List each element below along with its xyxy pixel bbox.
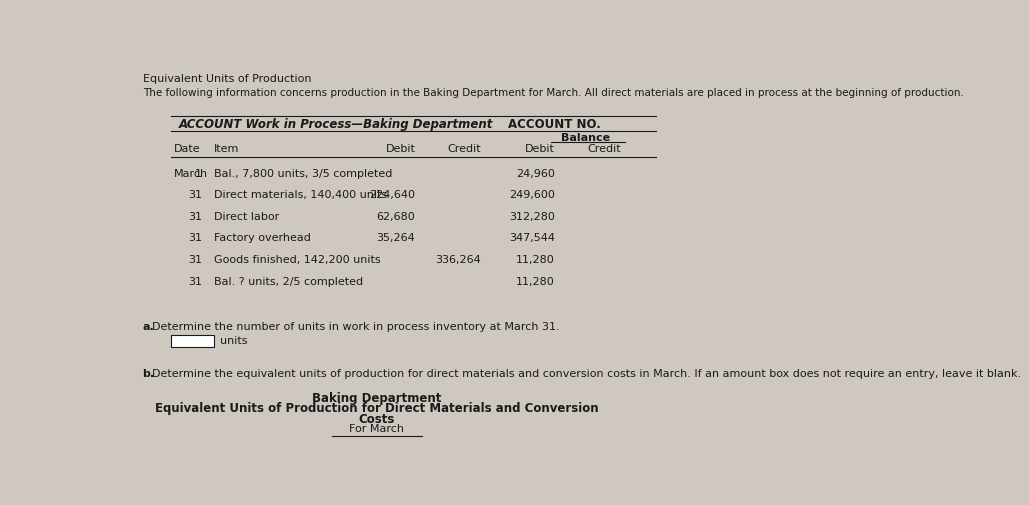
Text: Direct materials, 140,400 units: Direct materials, 140,400 units (214, 190, 387, 200)
Text: Costs: Costs (358, 413, 395, 426)
Text: Equivalent Units of Production: Equivalent Units of Production (143, 74, 311, 84)
Text: Credit: Credit (588, 144, 620, 154)
Text: Equivalent Units of Production for Direct Materials and Conversion: Equivalent Units of Production for Direc… (154, 402, 599, 416)
Text: Debit: Debit (386, 144, 416, 154)
Text: The following information concerns production in the Baking Department for March: The following information concerns produ… (143, 88, 963, 98)
Text: 312,280: 312,280 (509, 212, 555, 222)
Text: 336,264: 336,264 (435, 255, 482, 265)
Text: ACCOUNT NO.: ACCOUNT NO. (508, 118, 601, 131)
Text: March: March (174, 169, 208, 179)
Text: Determine the equivalent units of production for direct materials and conversion: Determine the equivalent units of produc… (152, 369, 1021, 379)
Text: For March: For March (349, 424, 404, 434)
Text: Balance: Balance (561, 133, 610, 143)
Bar (171, 335, 214, 347)
Text: b.: b. (143, 369, 154, 379)
Text: Debit: Debit (525, 144, 555, 154)
Text: Factory overhead: Factory overhead (214, 233, 311, 243)
Text: 62,680: 62,680 (377, 212, 416, 222)
Text: Item: Item (214, 144, 240, 154)
Text: 24,960: 24,960 (516, 169, 555, 179)
Text: 31: 31 (188, 190, 203, 200)
Text: 31: 31 (188, 212, 203, 222)
Text: Credit: Credit (448, 144, 482, 154)
Text: Bal., 7,800 units, 3/5 completed: Bal., 7,800 units, 3/5 completed (214, 169, 392, 179)
Text: ACCOUNT Work in Process—Baking Department: ACCOUNT Work in Process—Baking Departmen… (179, 118, 493, 131)
Text: 1: 1 (196, 169, 203, 179)
Text: 35,264: 35,264 (377, 233, 416, 243)
Text: 224,640: 224,640 (369, 190, 416, 200)
Text: 249,600: 249,600 (509, 190, 555, 200)
Text: 31: 31 (188, 233, 203, 243)
Text: a.: a. (143, 322, 154, 332)
Text: units: units (220, 336, 248, 346)
Text: 31: 31 (188, 277, 203, 287)
Text: Baking Department: Baking Department (312, 392, 441, 405)
Text: Direct labor: Direct labor (214, 212, 279, 222)
Text: Determine the number of units in work in process inventory at March 31.: Determine the number of units in work in… (152, 322, 560, 332)
Text: 11,280: 11,280 (517, 277, 555, 287)
Text: Date: Date (174, 144, 201, 154)
Text: Bal. ? units, 2/5 completed: Bal. ? units, 2/5 completed (214, 277, 363, 287)
Text: 347,544: 347,544 (509, 233, 555, 243)
Text: 31: 31 (188, 255, 203, 265)
Text: 11,280: 11,280 (517, 255, 555, 265)
Text: Goods finished, 142,200 units: Goods finished, 142,200 units (214, 255, 381, 265)
